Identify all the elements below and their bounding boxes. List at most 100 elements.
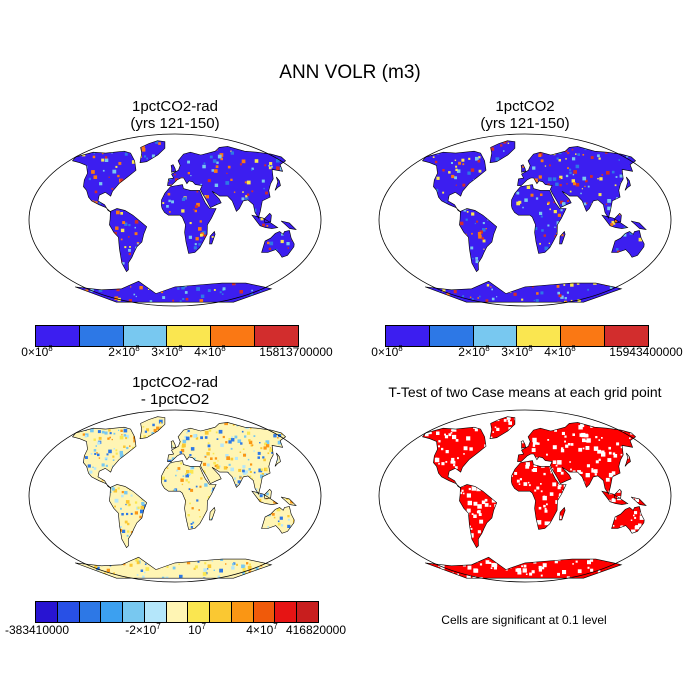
coastline <box>611 230 645 258</box>
panel-1-title: 1pctCO2-rad (yrs 121-150) <box>130 98 219 132</box>
cb3-swatch <box>252 602 275 622</box>
coastline <box>274 176 281 191</box>
panel-3-title-line2: - 1pctCO2 <box>140 391 210 408</box>
cb3-swatch <box>296 602 318 622</box>
coastline <box>263 488 272 500</box>
coastline <box>71 150 137 213</box>
cb2-swatch <box>472 326 517 346</box>
cb1-label-d: 4×108 <box>194 344 226 360</box>
coastline <box>251 490 279 505</box>
cb3-swatch <box>36 602 57 622</box>
map-border <box>378 133 672 307</box>
map-panel-1pctco2-rad <box>28 133 322 307</box>
cb3-swatch <box>122 602 144 622</box>
coastline <box>517 146 637 219</box>
map-border <box>378 409 672 583</box>
cb3-label-c: 107 <box>188 622 206 638</box>
map-border <box>28 409 322 583</box>
coastline <box>613 488 622 500</box>
coastline <box>489 416 516 440</box>
cb2-label-e: 15943400000 <box>609 345 683 359</box>
cb3-swatch <box>274 602 297 622</box>
cb1-label-b: 2×108 <box>108 344 140 360</box>
cb2-label-b: 2×108 <box>458 344 490 360</box>
coastline <box>109 484 148 549</box>
panel-3-title-line1: 1pctCO2-rad <box>132 374 218 391</box>
coastline <box>209 230 216 245</box>
panel-2-title: 1pctCO2 (yrs 121-150) <box>480 98 569 132</box>
coastline <box>520 440 527 449</box>
coastline <box>511 184 567 254</box>
cb3-swatch <box>209 602 231 622</box>
coastline <box>459 484 498 549</box>
map-panel-ttest <box>378 409 672 583</box>
coastline <box>559 506 566 521</box>
significance-note: Cells are significant at 0.1 level <box>441 613 607 627</box>
coastline <box>261 230 295 258</box>
panel-1-title-line2: (yrs 121-150) <box>130 115 220 132</box>
cb2-swatch <box>386 326 429 346</box>
coastline <box>489 140 516 164</box>
coastline <box>139 140 166 164</box>
coastline <box>631 496 647 507</box>
coastline <box>281 220 297 231</box>
panel-4-title: T-Test of two Case means at each grid po… <box>388 384 662 400</box>
colorbar-panel-2 <box>385 325 649 347</box>
map-panel-1pctco2 <box>378 133 672 307</box>
coastline <box>167 146 287 219</box>
coastline <box>624 176 631 191</box>
cb2-swatch <box>516 326 561 346</box>
coastline <box>109 208 148 273</box>
cb3-label-e: 416820000 <box>285 623 347 637</box>
cb3-swatch <box>78 602 101 622</box>
cb3-swatch <box>100 602 123 622</box>
cb3-swatch <box>56 602 79 622</box>
cb2-swatch <box>560 326 605 346</box>
cb1-label-a: 0×108 <box>21 344 53 360</box>
coastline <box>611 506 645 534</box>
coastline <box>459 208 498 273</box>
coastline <box>139 416 166 440</box>
coastline <box>74 556 273 579</box>
colorbar-panel-3 <box>35 601 319 623</box>
cb3-swatch <box>187 602 210 622</box>
cb3-label-a: -383410000 <box>4 623 70 637</box>
coastline <box>601 490 629 505</box>
coastline <box>170 164 177 173</box>
coastline <box>613 212 622 224</box>
coastline <box>520 164 527 173</box>
cb1-swatch <box>122 326 167 346</box>
coastline <box>251 214 279 229</box>
map-panel-difference <box>28 409 322 583</box>
coastline <box>631 220 647 231</box>
cb1-label-e: 15813700000 <box>259 345 333 359</box>
coastline <box>71 426 137 489</box>
map-border <box>28 133 322 307</box>
cb3-label-d: 4×107 <box>246 622 278 638</box>
coastline <box>601 214 629 229</box>
cb2-label-d: 4×108 <box>544 344 576 360</box>
cb2-label-c: 3×108 <box>501 344 533 360</box>
coastline <box>424 556 623 579</box>
coastline <box>624 452 631 467</box>
cb1-swatch <box>210 326 255 346</box>
coastline <box>424 280 623 303</box>
coastline <box>74 280 273 303</box>
cb3-label-b: -2×107 <box>125 622 161 638</box>
coastline <box>209 506 216 521</box>
colorbar-panel-1 <box>35 325 299 347</box>
coastline <box>517 422 637 495</box>
coastline <box>421 426 487 489</box>
cb1-swatch <box>78 326 123 346</box>
panel-2-title-line1: 1pctCO2 <box>495 98 555 115</box>
coastline <box>511 460 567 530</box>
coastline <box>281 496 297 507</box>
coastline <box>263 212 272 224</box>
panel-3-title: 1pctCO2-rad - 1pctCO2 <box>132 374 218 408</box>
cb1-swatch <box>36 326 79 346</box>
panel-2-title-line2: (yrs 121-150) <box>480 115 570 132</box>
coastline <box>261 506 295 534</box>
panel-1-title-line1: 1pctCO2-rad <box>132 98 218 115</box>
cb2-swatch <box>428 326 473 346</box>
coastline <box>161 184 217 254</box>
